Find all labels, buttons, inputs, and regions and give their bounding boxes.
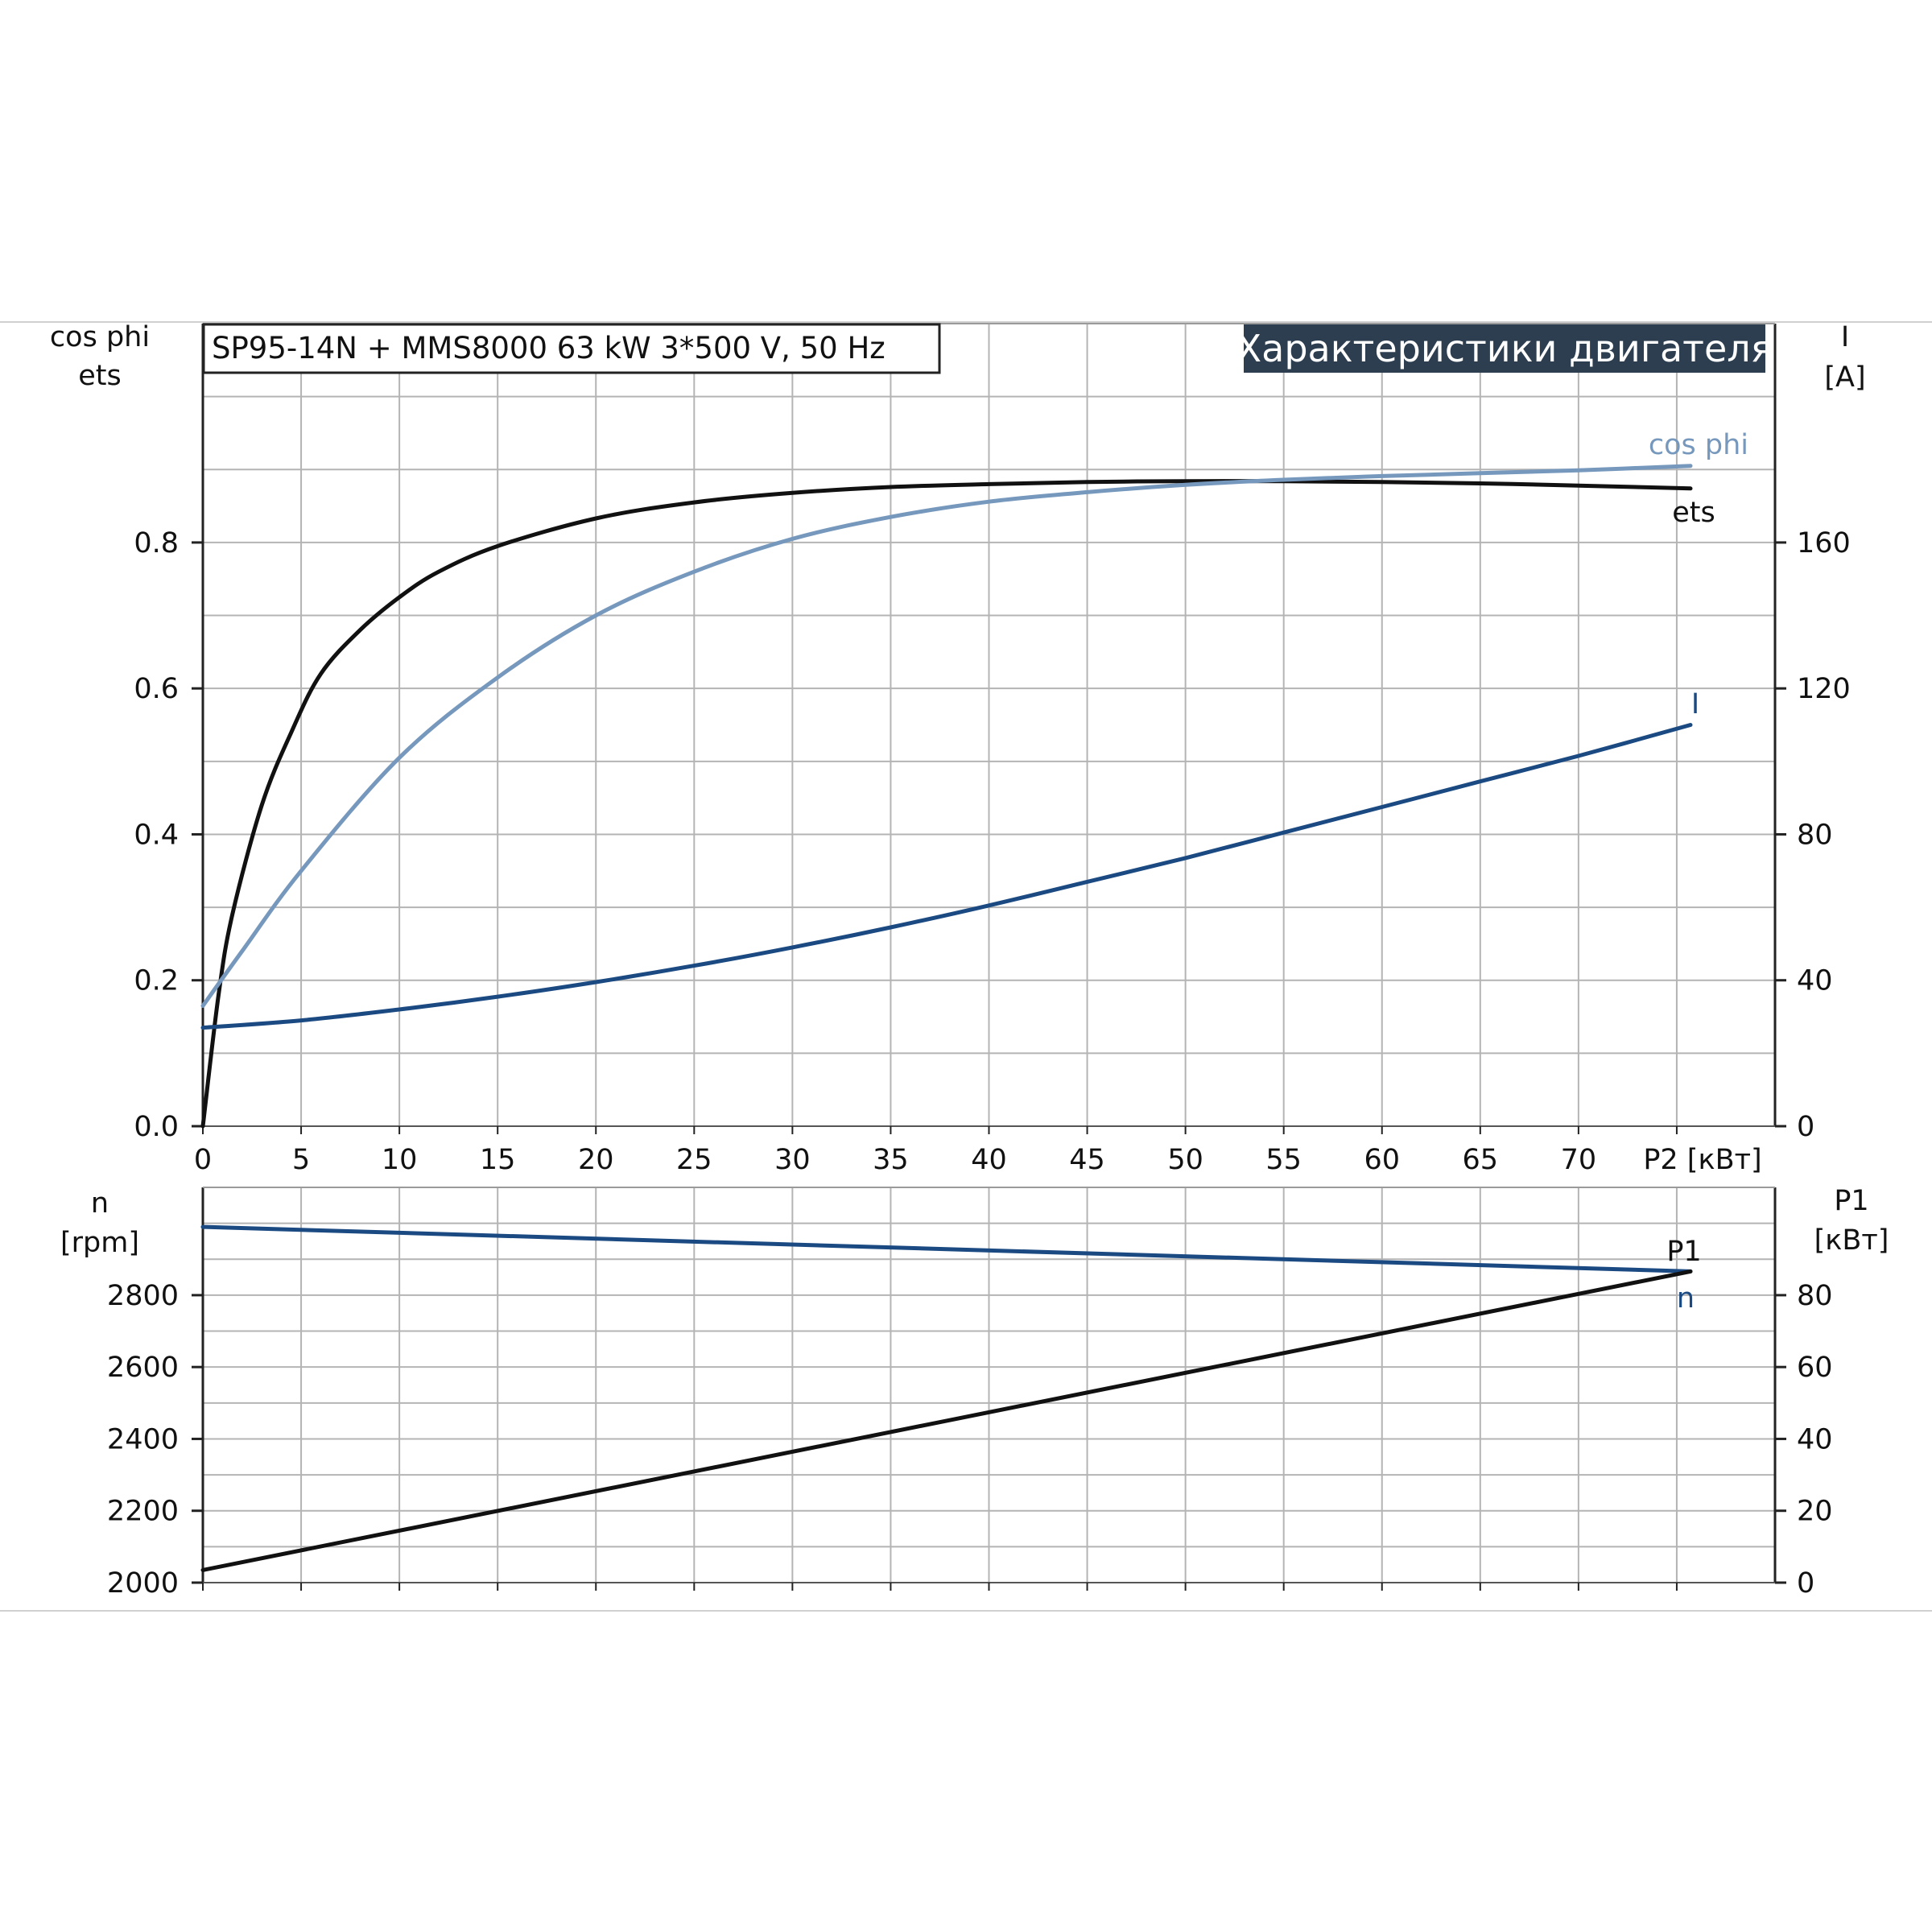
left-axis-label-cos-phi: cos phi: [50, 321, 150, 353]
chart-title: SP95-14N + MMS8000 63 kW 3*500 V, 50 Hz: [212, 331, 886, 365]
x-tick-label: 30: [774, 1144, 811, 1176]
series-i-line: [200, 723, 1693, 1030]
top-right-tick-label: 160: [1797, 527, 1851, 559]
x-tick-label: 60: [1364, 1144, 1400, 1176]
left-axis-label-rpm: [rpm]: [60, 1227, 139, 1259]
bottom-right-tick-label: 80: [1797, 1280, 1833, 1312]
top-right-tick-label: 120: [1797, 673, 1851, 705]
x-tick-label: 25: [676, 1144, 712, 1176]
series-n-line: [200, 1224, 1693, 1274]
x-tick-label: 10: [382, 1144, 418, 1176]
x-tick-label: 0: [194, 1144, 212, 1176]
x-tick-label: 40: [971, 1144, 1007, 1176]
right-axis-label-a-unit: [A]: [1824, 361, 1865, 394]
top-left-tick-label: 0.0: [134, 1111, 179, 1143]
bottom-left-tick-label: 2600: [107, 1352, 179, 1384]
bottom-left-tick-label: 2200: [107, 1496, 179, 1528]
x-tick-label: 20: [578, 1144, 614, 1176]
bottom-right-tick-label: 0: [1797, 1567, 1814, 1600]
bottom-left-tick-label: 2800: [107, 1280, 179, 1312]
x-tick-label: 15: [480, 1144, 516, 1176]
x-axis-label: P2 [кВт]: [1643, 1144, 1761, 1176]
x-tick-label: 5: [292, 1144, 310, 1176]
series-cos-phi-line: [200, 464, 1693, 1008]
left-axis-label-ets: ets: [78, 360, 122, 392]
x-tick-label: 45: [1069, 1144, 1105, 1176]
top-right-tick-label: 0: [1797, 1111, 1814, 1143]
bottom-left-tick-label: 2400: [107, 1423, 179, 1455]
chart-title-box: [202, 323, 941, 374]
chart-badge: [1244, 324, 1765, 373]
bottom-right-tick-label: 20: [1797, 1496, 1833, 1528]
x-tick-label: 35: [873, 1144, 909, 1176]
bottom-right-tick-label: 40: [1797, 1423, 1833, 1455]
series-p1-line: [200, 1269, 1693, 1572]
series-label-p1: P1: [1666, 1236, 1701, 1268]
x-tick-label: 70: [1561, 1144, 1597, 1176]
top-left-tick-label: 0.2: [134, 965, 179, 997]
bottom-right-tick-label: 60: [1797, 1352, 1833, 1384]
top-left-tick-label: 0.4: [134, 819, 179, 851]
left-axis-label-n: n: [91, 1187, 109, 1220]
series-label-cos-phi: cos phi: [1649, 429, 1748, 461]
series-label-i: I: [1691, 688, 1699, 720]
series-label-n: n: [1677, 1282, 1695, 1315]
top-left-tick-label: 0.6: [134, 673, 179, 705]
top-right-tick-label: 80: [1797, 819, 1833, 851]
series-label-ets: ets: [1672, 497, 1715, 529]
right-axis-label-p1: P1: [1834, 1185, 1868, 1217]
top-left-tick-label: 0.8: [134, 527, 179, 559]
series-ets-line: [200, 479, 1693, 1129]
x-tick-label: 65: [1463, 1144, 1499, 1176]
x-tick-label: 55: [1265, 1144, 1302, 1176]
chart-badge-text: Характеристики двигателя: [1236, 327, 1773, 370]
bottom-left-tick-label: 2000: [107, 1567, 179, 1600]
right-axis-label-kw: [кВт]: [1814, 1224, 1889, 1257]
top-right-tick-label: 40: [1797, 965, 1833, 997]
x-tick-label: 50: [1167, 1144, 1203, 1176]
right-axis-label-i: I: [1841, 321, 1849, 353]
